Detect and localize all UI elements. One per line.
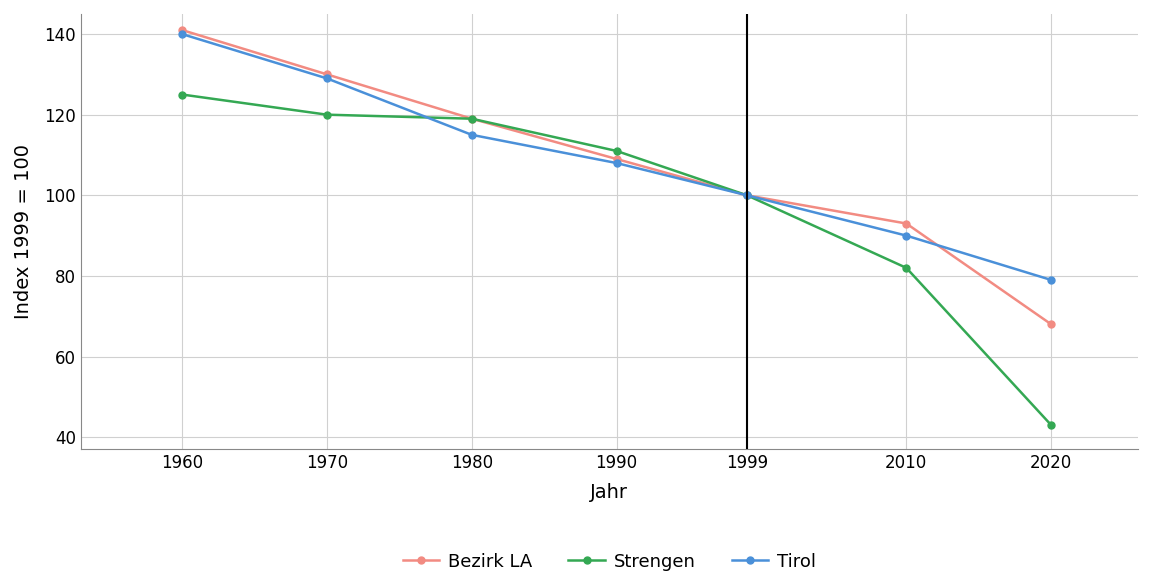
Bezirk LA xyxy=(175,26,189,33)
Line: Bezirk LA: Bezirk LA xyxy=(179,26,1055,328)
Tirol xyxy=(609,160,623,166)
Y-axis label: Index 1999 = 100: Index 1999 = 100 xyxy=(14,144,33,319)
Strengen xyxy=(1044,422,1058,429)
Line: Tirol: Tirol xyxy=(179,31,1055,283)
Tirol xyxy=(900,232,914,239)
Strengen xyxy=(320,111,334,118)
Line: Strengen: Strengen xyxy=(179,91,1055,429)
Bezirk LA xyxy=(740,192,753,199)
Bezirk LA xyxy=(320,71,334,78)
Strengen xyxy=(464,115,478,122)
Bezirk LA xyxy=(609,156,623,162)
Tirol xyxy=(740,192,753,199)
Strengen xyxy=(175,91,189,98)
Bezirk LA xyxy=(900,220,914,227)
Bezirk LA xyxy=(464,115,478,122)
Tirol xyxy=(175,31,189,37)
Tirol xyxy=(1044,276,1058,283)
Tirol xyxy=(464,131,478,138)
Strengen xyxy=(740,192,753,199)
Bezirk LA xyxy=(1044,321,1058,328)
Legend: Bezirk LA, Strengen, Tirol: Bezirk LA, Strengen, Tirol xyxy=(396,545,823,576)
Strengen xyxy=(900,264,914,271)
Strengen xyxy=(609,147,623,154)
Tirol xyxy=(320,75,334,82)
X-axis label: Jahr: Jahr xyxy=(590,483,628,502)
